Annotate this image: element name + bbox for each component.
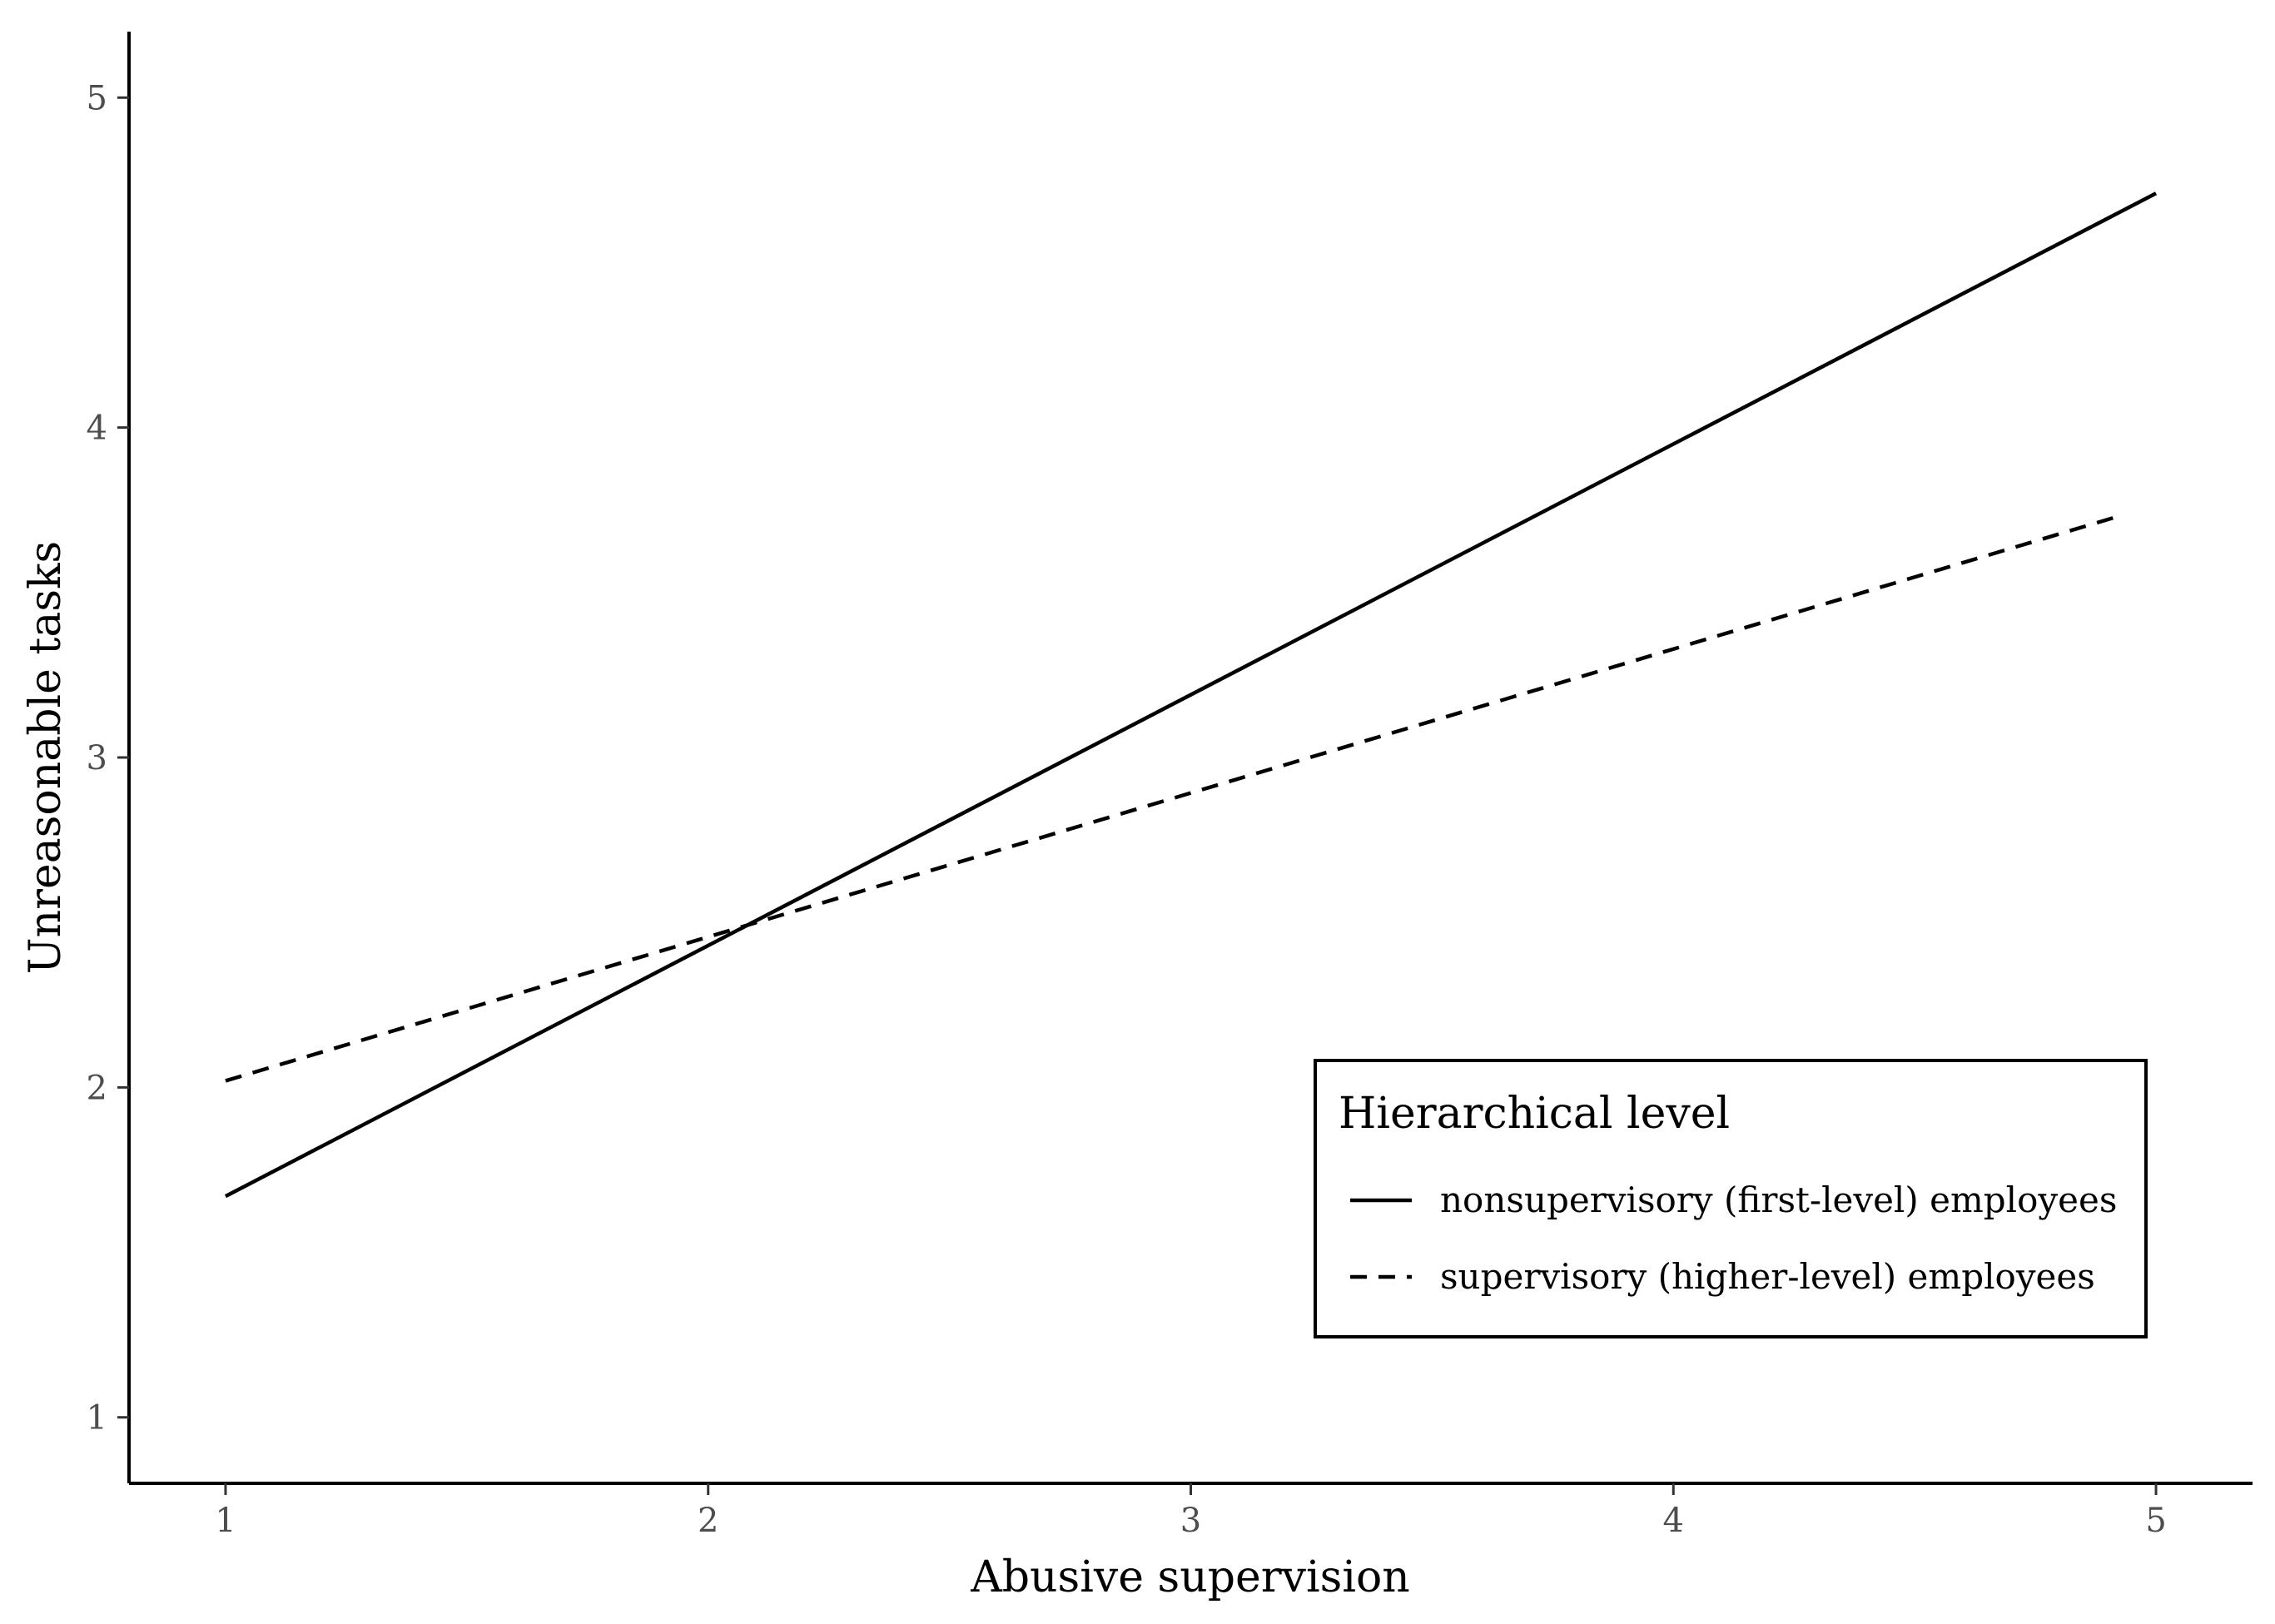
series-line-nonsupervisory — [224, 191, 2158, 1199]
y-tick-label: 3 — [87, 739, 107, 777]
x-ticks: 1 2 3 4 5 — [215, 1483, 2167, 1540]
y-tick-label: 5 — [87, 79, 107, 117]
y-ticks: 1 2 3 4 5 — [87, 79, 129, 1438]
legend-label-nonsupervisory: nonsupervisory (first-level) employees — [1440, 1180, 2117, 1220]
x-tick-label: 1 — [215, 1502, 236, 1540]
legend-box — [1314, 1059, 2148, 1338]
x-tick-label: 2 — [698, 1502, 718, 1540]
legend-label-supervisory: supervisory (higher-level) employees — [1440, 1256, 2095, 1297]
y-tick-label: 1 — [87, 1399, 107, 1438]
series-layer — [224, 191, 2158, 1199]
legend: Hierarchical level nonsupervisory (first… — [1314, 1059, 2148, 1338]
x-axis-title: Abusive supervision — [970, 1552, 1410, 1602]
legend-title: Hierarchical level — [1339, 1089, 1730, 1139]
series-line-supervisory — [225, 514, 2119, 1083]
y-tick-label: 4 — [87, 410, 107, 448]
y-axis-title: Unreasonable tasks — [21, 541, 71, 974]
x-tick-label: 5 — [2145, 1502, 2166, 1540]
x-tick-label: 4 — [1663, 1502, 1684, 1540]
x-tick-label: 3 — [1180, 1502, 1201, 1540]
y-tick-label: 2 — [87, 1069, 107, 1107]
